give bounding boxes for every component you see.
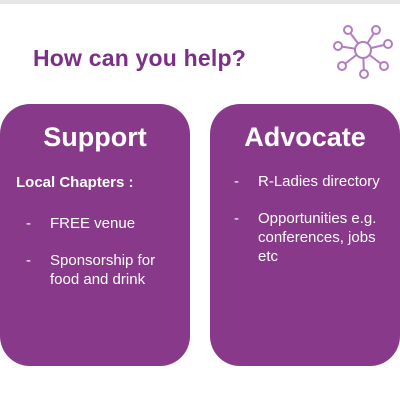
network-hub-icon	[333, 25, 393, 79]
bullet-marker: -	[26, 215, 31, 232]
list-item: - Opportunities e.g. conferences, jobs e…	[234, 209, 394, 266]
bullet-text: Opportunities e.g. conferences, jobs etc	[258, 210, 377, 265]
support-card: Support Local Chapters : - FREE venue - …	[0, 104, 190, 366]
bullet-text: FREE venue	[50, 215, 136, 232]
advocate-card: Advocate - R-Ladies directory - Opportun…	[210, 104, 400, 366]
bullet-marker: -	[234, 210, 239, 227]
top-divider	[0, 0, 400, 4]
slide-title: How can you help?	[33, 45, 246, 71]
bullet-text: Sponsorship for food and drink	[50, 252, 156, 288]
local-chapters-label: Local Chapters :	[16, 174, 134, 191]
bullet-marker: -	[234, 173, 239, 190]
bullet-marker: -	[26, 252, 31, 269]
support-bullet-list: - FREE venue - Sponsorship for food and …	[26, 214, 186, 307]
support-heading: Support	[43, 122, 147, 152]
list-item: - FREE venue	[26, 214, 186, 233]
advocate-bullet-list: - R-Ladies directory - Opportunities e.g…	[234, 172, 394, 284]
list-item: - Sponsorship for food and drink	[26, 251, 186, 289]
advocate-heading: Advocate	[244, 122, 366, 152]
bullet-text: R-Ladies directory	[258, 173, 380, 190]
list-item: - R-Ladies directory	[234, 172, 394, 191]
